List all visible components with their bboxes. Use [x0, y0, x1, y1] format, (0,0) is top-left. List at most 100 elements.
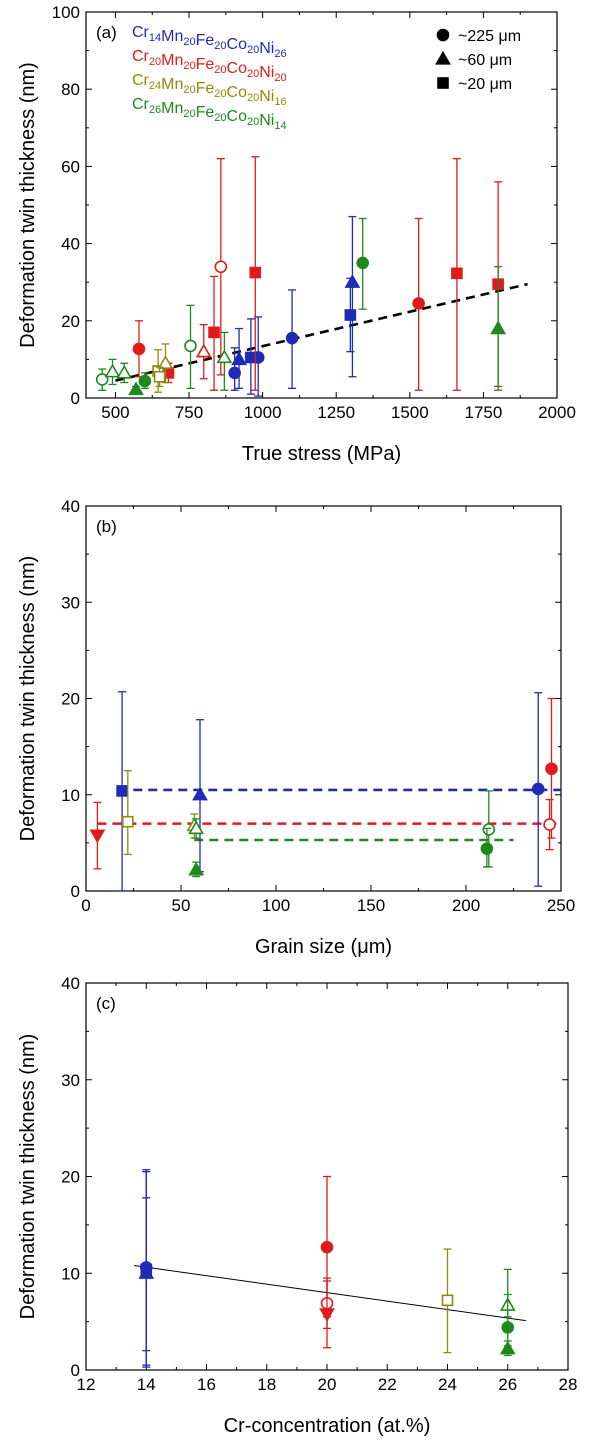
data-point	[319, 1308, 335, 1322]
data-point	[104, 363, 121, 378]
legend-grain-label: ~225 μm	[458, 28, 521, 45]
y-tick-label: 40	[61, 235, 80, 254]
y-tick-label: 20	[61, 312, 80, 331]
legend-grain-label: ~20 μm	[458, 76, 512, 93]
y-tick-label: 0	[71, 389, 80, 408]
data-point	[249, 266, 262, 279]
fit-line	[115, 282, 528, 382]
data-point	[138, 374, 152, 388]
data-point	[157, 355, 174, 369]
y-tick-label: 10	[61, 1264, 80, 1283]
data-point	[214, 260, 228, 274]
data-point	[499, 1340, 516, 1355]
data-point	[501, 1321, 515, 1334]
x-tick-label: 250	[547, 896, 575, 915]
data-point	[451, 267, 463, 280]
data-point	[482, 823, 496, 836]
legend-alloys: Cr14Mn20Fe20Co20Ni26Cr20Mn20Fe20Co20Ni20…	[132, 24, 287, 132]
data-point	[116, 364, 133, 379]
x-tick-label: 1250	[317, 403, 355, 422]
panel-label: (c)	[96, 994, 116, 1013]
data-point	[195, 343, 212, 358]
data-point	[285, 331, 299, 345]
legend-grain-marker	[437, 77, 449, 89]
data-point	[251, 351, 265, 364]
data-point	[480, 842, 494, 855]
data-point	[116, 785, 128, 797]
panel-label: (b)	[96, 517, 117, 536]
legend-grain-label: ~60 μm	[458, 52, 512, 69]
legend-alloy-label: Cr26Mn20Fe20Co20Ni14	[132, 96, 287, 132]
data-point	[531, 782, 545, 796]
legend-alloy-label: Cr20Mn20Fe20Co20Ni20	[132, 48, 287, 84]
y-axis-title: Deformation twin thickness (nm)	[17, 62, 39, 348]
x-tick-label: 150	[357, 896, 385, 915]
x-tick-label: 12	[77, 1375, 96, 1394]
data-point	[412, 297, 425, 310]
legend-alloy-label: Cr14Mn20Fe20Co20Ni26	[132, 24, 287, 60]
data-point	[545, 762, 558, 776]
x-tick-label: 50	[172, 896, 191, 915]
legend-alloy-label: Cr24Mn20Fe20Co20Ni16	[132, 72, 287, 108]
y-tick-label: 100	[52, 3, 80, 22]
y-tick-label: 20	[61, 1168, 80, 1187]
x-tick-label: 1000	[244, 403, 282, 422]
data-point	[490, 320, 507, 335]
data-point	[192, 786, 208, 801]
data-point	[320, 1240, 334, 1254]
legend-grain-marker	[436, 28, 450, 42]
y-tick-label: 30	[61, 1071, 80, 1090]
y-axis-title: Deformation twin thickness (nm)	[17, 1034, 39, 1320]
x-tick-label: 22	[378, 1375, 397, 1394]
data-point	[441, 1294, 454, 1307]
panel-a: 500 750 1000 1250 1500 1750 2000 0 20 40 60 80 100 Tr…	[17, 3, 576, 465]
y-tick-label: 80	[61, 80, 80, 99]
data-point	[188, 820, 205, 835]
y-tick-label: 20	[61, 690, 80, 709]
x-tick-label: 24	[438, 1375, 457, 1394]
y-tick-label: 0	[71, 882, 80, 901]
x-tick-label: 28	[559, 1375, 578, 1394]
legend-grain-sizes: ~225 μm ~60 μm ~20 μm	[435, 28, 521, 93]
x-tick-label: 750	[175, 403, 203, 422]
y-tick-label: 60	[61, 157, 80, 176]
x-tick-label: 0	[81, 896, 90, 915]
y-tick-label: 10	[61, 786, 80, 805]
data-point	[132, 342, 146, 356]
data-point	[344, 309, 357, 321]
x-tick-label: 100	[262, 896, 290, 915]
data-point	[543, 818, 556, 831]
panel-c: 12 14 16 18 20 22 24 26 28 0 10 20 30 40 Cr-concentrat…	[17, 974, 577, 1437]
x-axis-title: Grain size (μm)	[255, 936, 392, 958]
data-point	[153, 370, 166, 383]
data-point	[188, 861, 205, 876]
x-axis-title: Cr-concentration (at.%)	[224, 1415, 431, 1437]
x-axis-title: True stress (MPa)	[242, 443, 401, 465]
data-point	[208, 326, 220, 339]
x-tick-label: 18	[257, 1375, 276, 1394]
panel-label: (a)	[96, 23, 117, 42]
data-point	[216, 349, 233, 364]
data-point	[356, 256, 370, 270]
data-point	[95, 373, 109, 386]
data-point	[128, 381, 144, 396]
x-tick-label: 1500	[391, 403, 429, 422]
data-point	[228, 366, 241, 380]
plot-frame	[85, 11, 558, 399]
panel-b: 0 50 100 150 200 250 0 10 20 30 40 Grain size (μm) D…	[17, 497, 575, 958]
x-tick-label: 16	[197, 1375, 216, 1394]
y-tick-label: 40	[61, 974, 80, 993]
data-point	[89, 829, 106, 844]
fit-line	[134, 1265, 526, 1322]
y-tick-label: 40	[61, 497, 80, 516]
data-point	[140, 1263, 153, 1276]
y-tick-label: 30	[61, 593, 80, 612]
data-point	[122, 815, 134, 828]
x-tick-label: 20	[318, 1375, 337, 1394]
x-tick-label: 2000	[538, 403, 576, 422]
x-tick-label: 1750	[464, 403, 502, 422]
data-point	[231, 351, 247, 366]
x-tick-label: 200	[452, 896, 480, 915]
y-axis-title: Deformation twin thickness (nm)	[17, 556, 39, 842]
